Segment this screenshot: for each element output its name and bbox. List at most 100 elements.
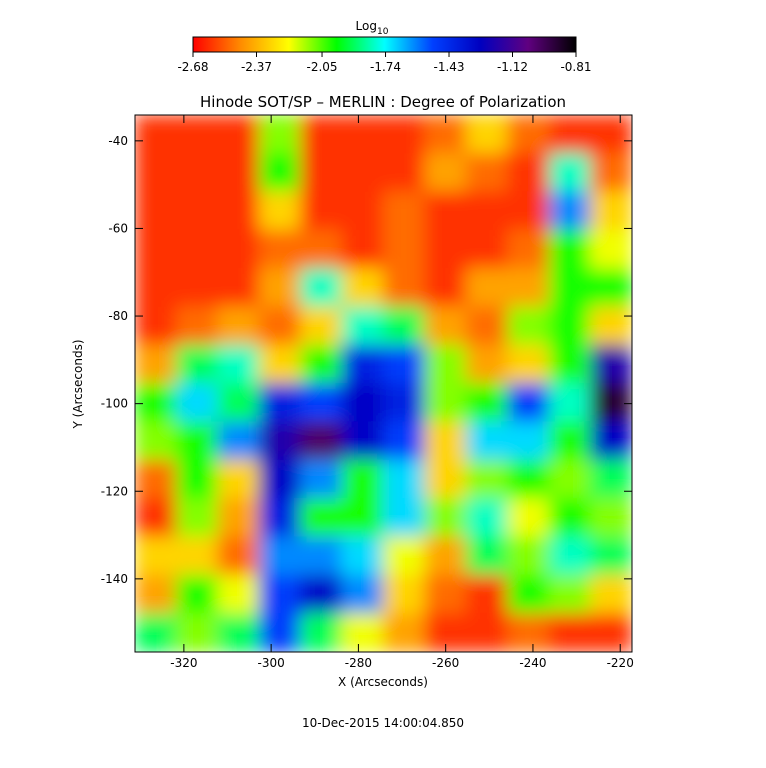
heatmap-cell (175, 115, 219, 154)
heatmap-cell (300, 306, 343, 346)
heatmap-cell (383, 498, 426, 538)
heatmap-cell (507, 383, 550, 423)
heatmap-cell (258, 191, 302, 231)
heatmap-cell (507, 152, 550, 193)
heatmap-cell (135, 191, 177, 231)
heatmap-cell (590, 191, 632, 231)
heatmap-cell (548, 574, 592, 615)
heatmap-cell (217, 267, 260, 308)
heatmap-cell (217, 383, 260, 423)
heatmap-cell (465, 229, 509, 269)
heatmap-cell (465, 613, 509, 652)
y-tick-label: -80 (108, 309, 128, 323)
heatmap-cell (258, 383, 302, 423)
heatmap-cell (217, 115, 260, 154)
heatmap-cell (548, 306, 592, 346)
heatmap-cell (424, 421, 467, 461)
x-tick-label: -240 (519, 656, 546, 670)
heatmap-cell (341, 191, 384, 231)
heatmap-cell (175, 267, 219, 308)
heatmap-cell (217, 536, 260, 576)
heatmap-cell (300, 115, 343, 154)
x-tick-label: -220 (607, 656, 634, 670)
heatmap-cell (175, 383, 219, 423)
heatmap-cell (548, 498, 592, 538)
heatmap-cell (135, 383, 177, 423)
y-tick-label: -140 (101, 572, 128, 586)
heatmap-cell (424, 344, 467, 384)
heatmap-cell (590, 613, 632, 652)
heatmap-cell (258, 498, 302, 538)
heatmap-cell (341, 229, 384, 269)
heatmap-cell (135, 344, 177, 384)
heatmap-cell (548, 152, 592, 193)
heatmap-cell (341, 574, 384, 615)
y-tick-label: -120 (101, 484, 128, 498)
colorbar-tick-label: -1.43 (433, 60, 464, 74)
heatmap-cell (300, 267, 343, 308)
footnote: 10-Dec-2015 14:00:04.850 (302, 716, 464, 730)
heatmap-cell (135, 574, 177, 615)
heatmap (135, 115, 632, 652)
heatmap-cell (135, 229, 177, 269)
heatmap-cell (341, 267, 384, 308)
heatmap-cell (258, 459, 302, 500)
heatmap-cell (465, 152, 509, 193)
colorbar-label-base: Log (356, 19, 377, 33)
heatmap-cell (548, 536, 592, 576)
heatmap-cell (341, 613, 384, 652)
heatmap-cell (135, 613, 177, 652)
y-tick-label: -40 (108, 134, 128, 148)
heatmap-cell (341, 344, 384, 384)
heatmap-cell (424, 306, 467, 346)
heatmap-cell (175, 191, 219, 231)
heatmap-cell (424, 536, 467, 576)
heatmap-cell (548, 267, 592, 308)
heatmap-cell (590, 536, 632, 576)
heatmap-cell (548, 344, 592, 384)
heatmap-cell (135, 536, 177, 576)
heatmap-cell (135, 498, 177, 538)
heatmap-cell (465, 115, 509, 154)
heatmap-cell (548, 191, 592, 231)
x-tick-label: -320 (170, 656, 197, 670)
heatmap-cell (383, 306, 426, 346)
heatmap-cell (548, 459, 592, 500)
heatmap-cell (465, 383, 509, 423)
heatmap-cell (465, 306, 509, 346)
heatmap-cell (175, 498, 219, 538)
colorbar-tick-label: -2.05 (307, 60, 338, 74)
colorbar-tick-label: -2.68 (177, 60, 208, 74)
heatmap-cell (175, 421, 219, 461)
heatmap-cell (217, 498, 260, 538)
heatmap-cell (300, 191, 343, 231)
chart-title: Hinode SOT/SP – MERLIN : Degree of Polar… (200, 93, 566, 111)
heatmap-cell (424, 152, 467, 193)
heatmap-cell (258, 613, 302, 652)
heatmap-cell (507, 267, 550, 308)
heatmap-cell (590, 229, 632, 269)
heatmap-cell (175, 229, 219, 269)
heatmap-cell (175, 459, 219, 500)
heatmap-cell (590, 383, 632, 423)
heatmap-cell (258, 536, 302, 576)
heatmap-cell (507, 613, 550, 652)
heatmap-cell (507, 115, 550, 154)
heatmap-cell (217, 421, 260, 461)
heatmap-cell (258, 115, 302, 154)
heatmap-cell (258, 306, 302, 346)
heatmap-cell (135, 306, 177, 346)
heatmap-cell (590, 152, 632, 193)
heatmap-cell (383, 421, 426, 461)
heatmap-cell (590, 344, 632, 384)
heatmap-cell (383, 536, 426, 576)
heatmap-cell (217, 613, 260, 652)
heatmap-cell (383, 115, 426, 154)
heatmap-cell (300, 344, 343, 384)
heatmap-cell (424, 459, 467, 500)
heatmap-cell (135, 267, 177, 308)
heatmap-cell (217, 306, 260, 346)
heatmap-cell (465, 421, 509, 461)
x-tick-label: -260 (432, 656, 459, 670)
colorbar-tick-label: -1.74 (370, 60, 401, 74)
